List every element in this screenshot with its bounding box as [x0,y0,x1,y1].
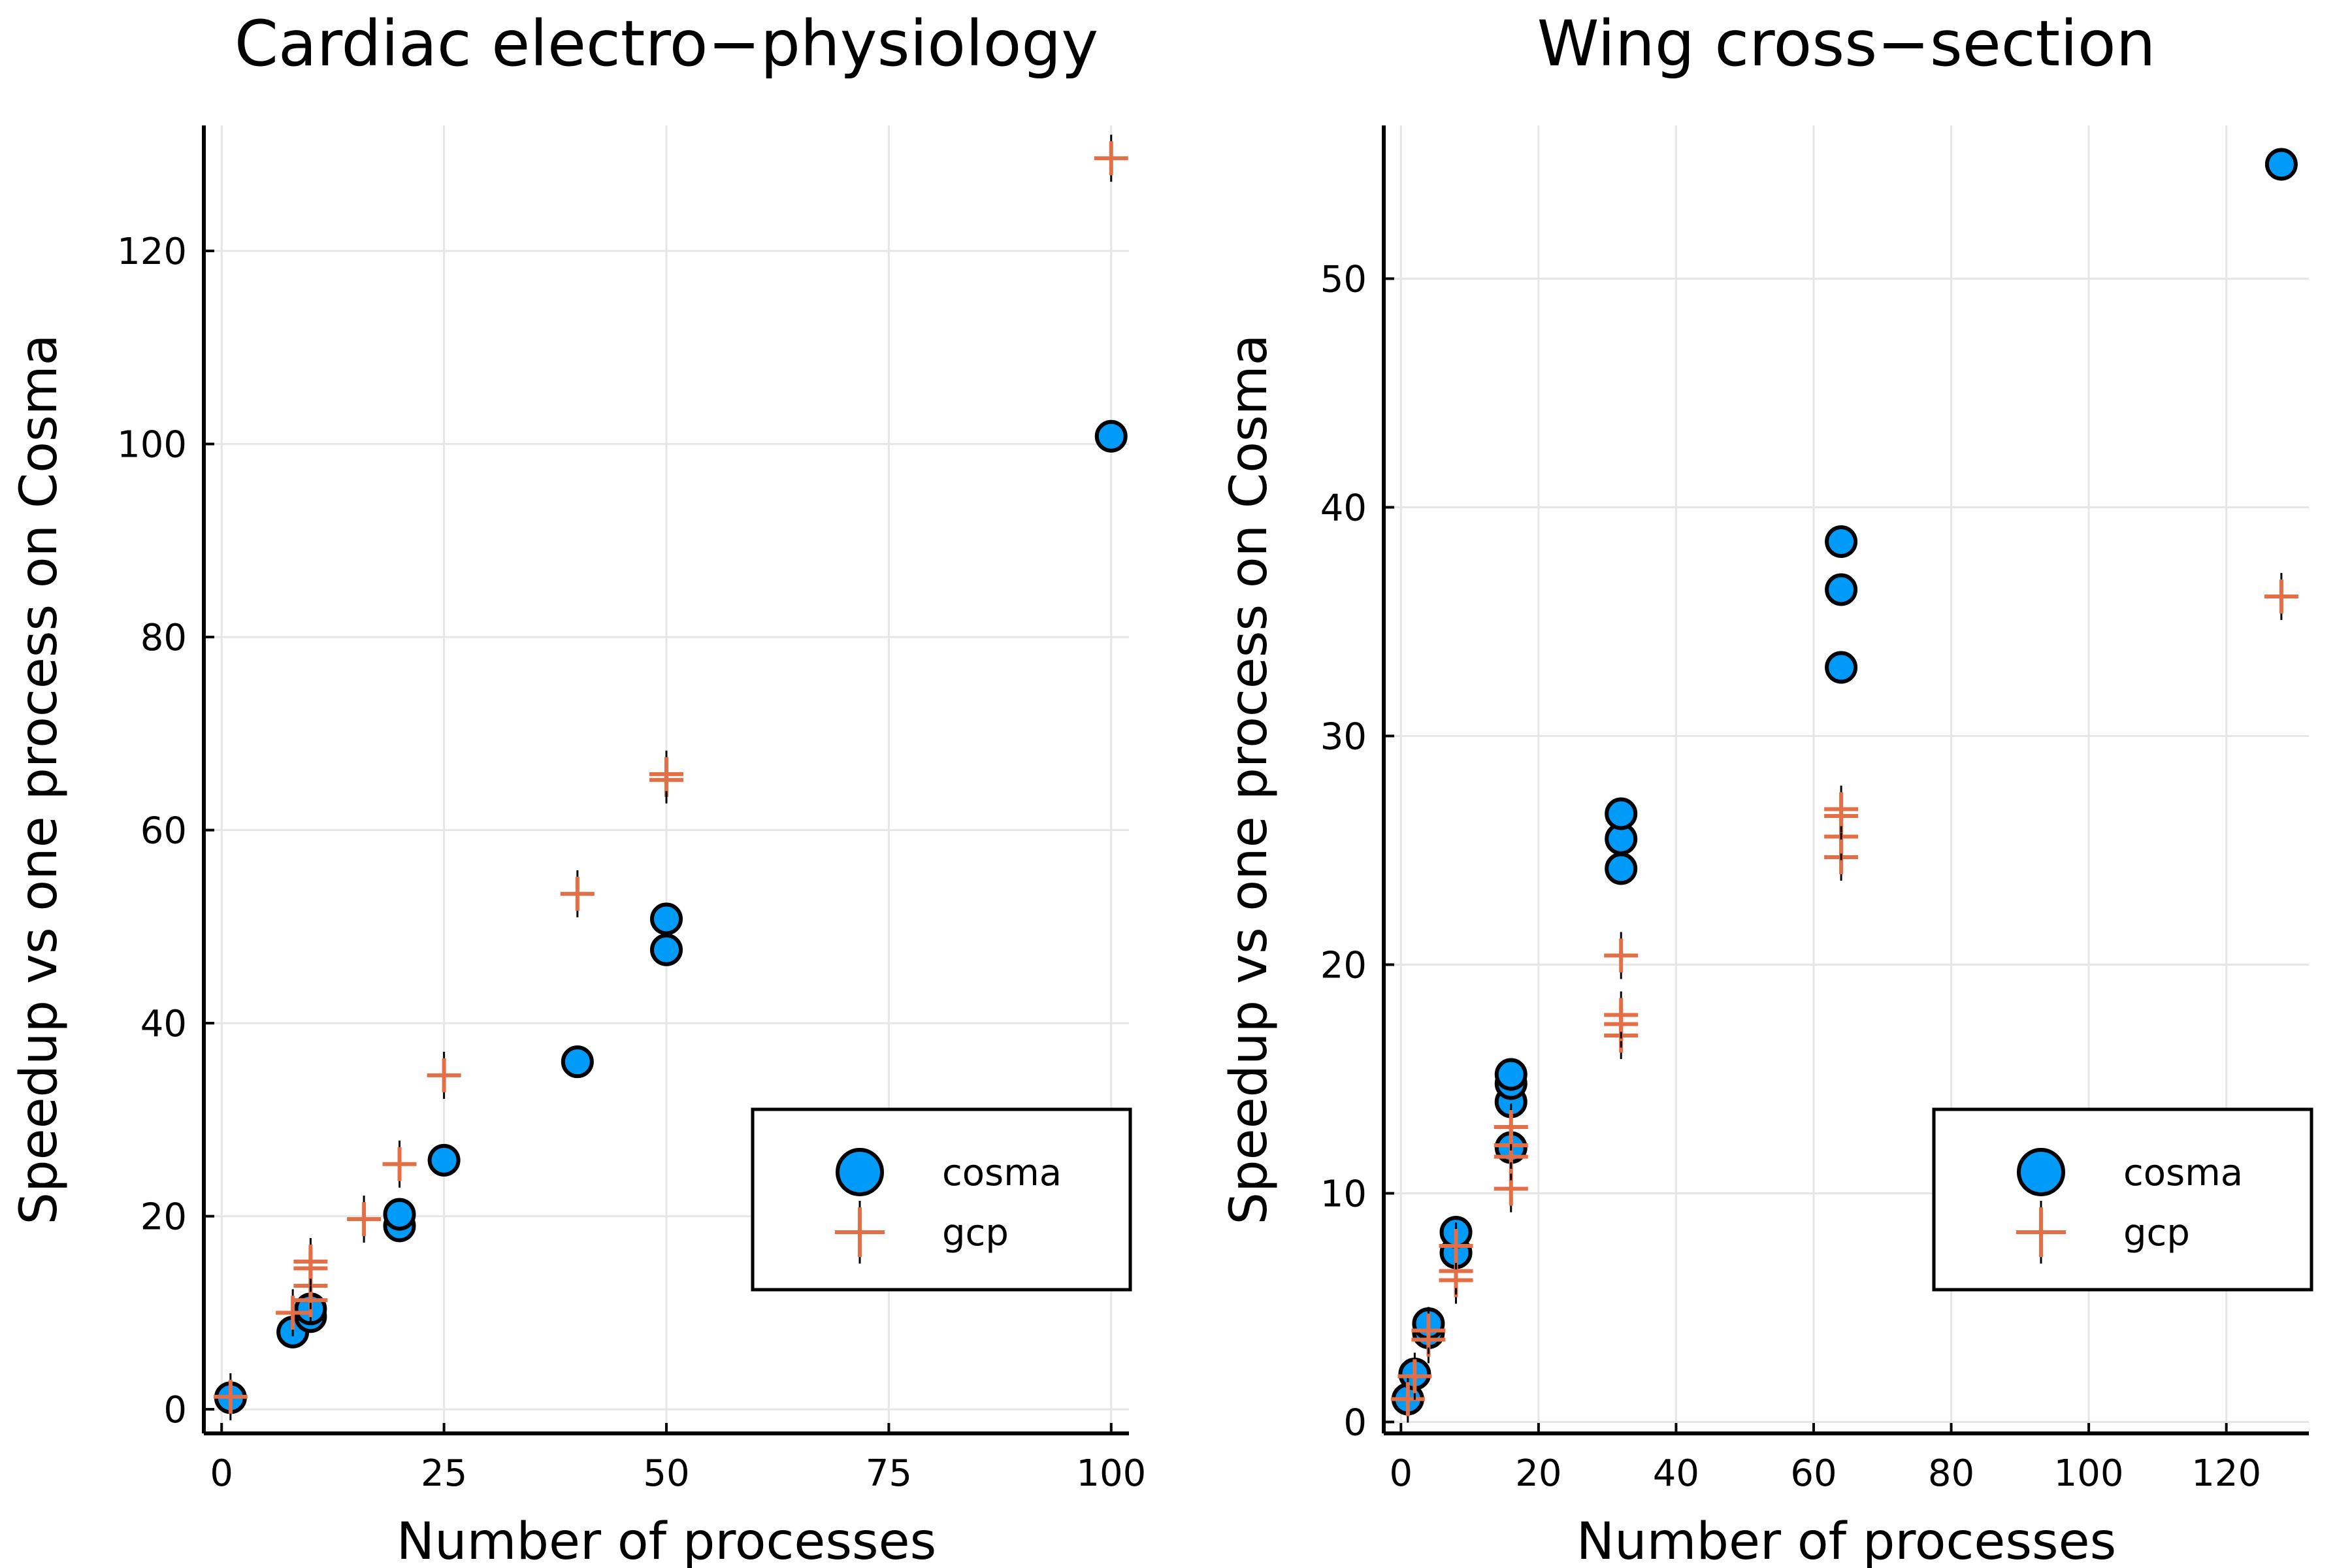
legend-gcp-marker [2016,1201,2066,1264]
cosma-point [1825,573,1858,606]
legend-label-gcp: gcp [942,1212,1009,1254]
gcp-point [1604,932,1639,979]
y-tick-label: 120 [117,231,187,273]
y-axis-label: Speedup vs one process on Cosma [10,335,69,1225]
y-axis-label: Speedup vs one process on Cosma [1220,335,1279,1225]
legend-cosma-marker [836,1148,884,1196]
legend: cosma gcp [751,1107,1132,1292]
y-tick-label: 30 [1320,716,1367,759]
cosma-point [427,1143,461,1177]
legend-box [1932,1107,2313,1292]
legend-gcp-marker [835,1201,885,1264]
gcp-point [560,870,595,918]
gcp-point [1390,1375,1425,1423]
cosma-point [2264,148,2298,181]
gcp-point [213,1373,248,1420]
y-tick-label: 10 [1320,1173,1367,1216]
x-tick-label: 20 [1515,1452,1561,1495]
x-axis-label: Number of processes [397,1512,936,1568]
y-tick-label: 50 [1320,259,1367,301]
legend-label-cosma: cosma [942,1152,1062,1194]
x-tick-label: 75 [866,1452,912,1495]
x-tick-label: 100 [1076,1452,1146,1495]
legend-cosma-marker [2017,1148,2065,1196]
x-tick-label: 0 [1389,1452,1413,1495]
gcp-point [1411,1307,1446,1354]
y-tick-label: 20 [140,1196,187,1239]
cosma-point [1825,651,1858,684]
gcp-point [2264,573,2298,620]
gcp-point [1094,135,1128,182]
y-tick-label: 80 [140,617,187,659]
cosma-point [1094,419,1128,453]
wing-panel: 0 20 40 60 80 100 120 0 10 20 30 40 50 Wing cross−sec… [1220,7,2313,1568]
legend-label-cosma: cosma [2123,1152,2243,1194]
y-tick-label: 0 [163,1389,187,1431]
gcp-point [1604,991,1639,1039]
legend-label-gcp: gcp [2123,1212,2190,1254]
y-tick-label: 60 [140,810,187,853]
y-tick-label: 40 [140,1003,187,1045]
x-tick-label: 40 [1653,1452,1699,1495]
y-tick-label: 40 [1320,487,1367,530]
gcp-point [293,1238,328,1286]
x-tick-label: 80 [1928,1452,1974,1495]
gcp-point [1397,1352,1432,1400]
y-tick-label: 20 [1320,945,1367,987]
x-tick-label: 120 [2191,1452,2261,1495]
gcp-point [649,750,683,798]
chart-title: Wing cross−section [1537,7,2156,80]
legend-box [751,1107,1132,1292]
cardiac-panel: 0 25 50 75 100 0 20 40 60 80 100 120 Cardiac electro… [10,7,1146,1568]
gcp-point [1439,1222,1473,1269]
x-tick-label: 25 [421,1452,467,1495]
gcp-point [347,1195,382,1243]
chart-title: Cardiac electro−physiology [235,7,1098,80]
cosma-point [1825,525,1858,558]
x-tick-label: 0 [210,1452,233,1495]
gcp-point [276,1289,310,1337]
cosma-point [1494,1058,1527,1091]
y-tick-label: 0 [1343,1402,1367,1445]
cosma-point [650,933,683,966]
cosma-point [383,1198,416,1231]
x-tick-label: 50 [643,1452,689,1495]
y-tick-label: 100 [117,424,187,466]
gcp-point [427,1051,461,1099]
gcp-point [382,1140,417,1188]
x-tick-label: 60 [1790,1452,1837,1495]
cosma-point [650,902,683,936]
x-axis-label: Number of processes [1576,1512,2116,1568]
cosma-point [1605,852,1638,885]
gcp-point [1494,1103,1528,1151]
cosma-point [561,1045,594,1079]
x-tick-label: 100 [2054,1452,2124,1495]
gcp-point [1824,785,1859,833]
cosma-point [1605,797,1638,830]
legend: cosma gcp [1932,1107,2313,1292]
